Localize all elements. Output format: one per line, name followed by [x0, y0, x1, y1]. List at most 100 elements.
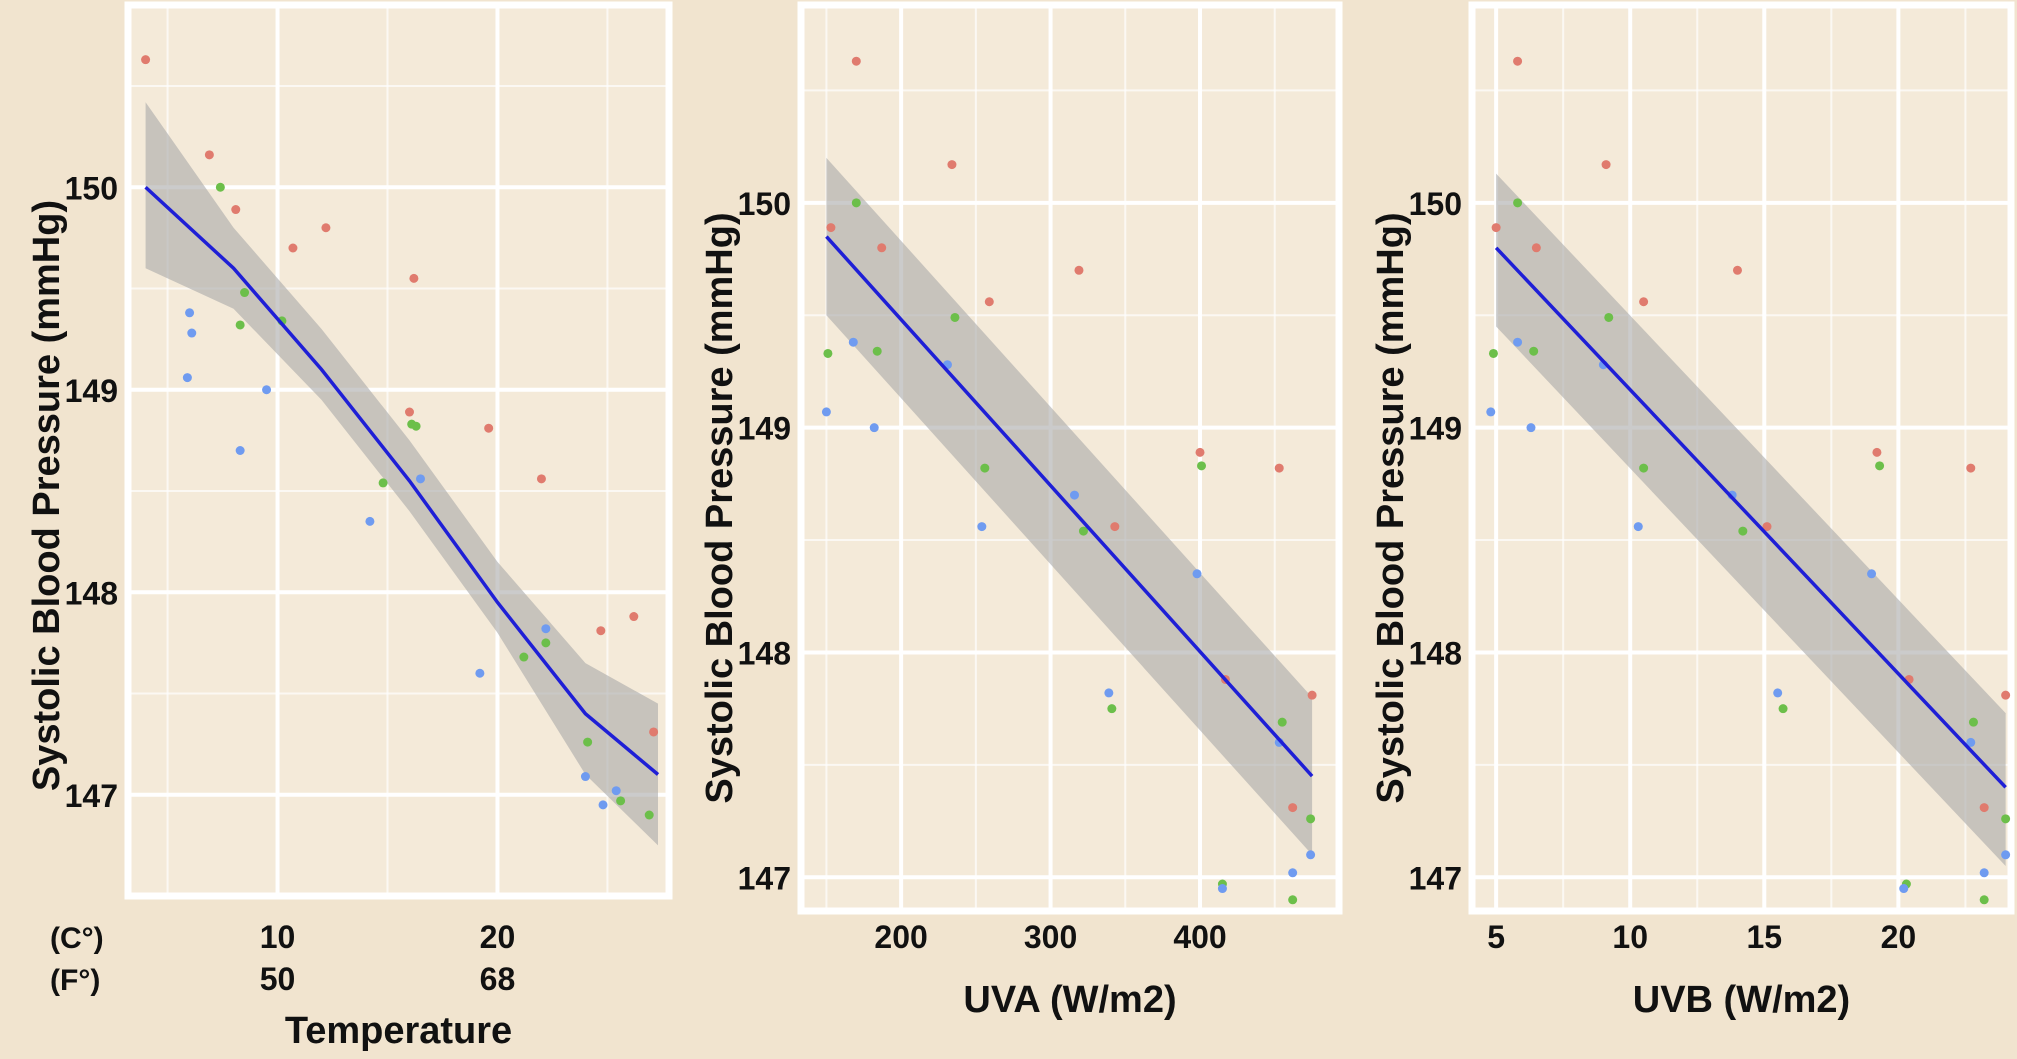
data-point	[1488, 348, 1498, 358]
data-point	[1529, 346, 1539, 356]
data-point	[984, 297, 994, 307]
data-point	[365, 516, 375, 526]
data-point	[1274, 463, 1284, 473]
y-tick-label: 149	[1409, 411, 1462, 447]
data-point	[611, 786, 621, 796]
data-point	[1513, 198, 1523, 208]
data-point	[851, 56, 861, 66]
data-point	[541, 624, 551, 634]
data-point	[1867, 569, 1877, 579]
data-point	[475, 668, 485, 678]
data-point	[231, 205, 241, 215]
data-point	[1773, 688, 1783, 698]
data-point	[823, 348, 833, 358]
data-point	[1872, 447, 1882, 457]
x-tick-label: 20	[1881, 919, 1917, 955]
data-point	[1217, 884, 1227, 894]
data-point	[1966, 737, 1976, 747]
data-point	[977, 522, 987, 532]
x-tick-label-secondary: 68	[480, 961, 516, 997]
y-axis-title: Systolic Blood Pressure (mmHg)	[26, 200, 68, 791]
x-axis-title: UVB (W/m2)	[1633, 979, 1850, 1021]
x-tick-label: 400	[1173, 919, 1226, 955]
data-point	[1195, 447, 1205, 457]
data-point	[1968, 717, 1978, 727]
data-point	[1288, 803, 1298, 813]
data-point	[1639, 297, 1649, 307]
y-axis-title: Systolic Blood Pressure (mmHg)	[699, 212, 741, 803]
data-point	[1633, 522, 1643, 532]
data-point	[1732, 265, 1742, 275]
data-point	[1899, 884, 1909, 894]
x-unit-label-celsius: (C°)	[50, 922, 104, 955]
data-point	[649, 727, 659, 737]
data-point	[851, 198, 861, 208]
data-point	[411, 421, 421, 431]
data-point	[644, 810, 654, 820]
x-tick-label: 15	[1746, 919, 1782, 955]
plot-border	[797, 1, 1343, 915]
data-point	[1288, 868, 1298, 878]
x-tick-label: 10	[1612, 919, 1648, 955]
chart-panel-1: 147 148 149 150 10 20 50 68 (C°) (F°) Temperature S…	[26, 1, 673, 1052]
fit-line	[1494, 246, 2007, 789]
data-point	[1513, 56, 1523, 66]
data-point	[1110, 522, 1120, 532]
data-point	[1639, 463, 1649, 473]
fit-line	[144, 185, 660, 776]
data-point	[1604, 312, 1614, 322]
data-point	[2001, 690, 2011, 700]
data-point	[1738, 526, 1748, 536]
data-point	[1192, 569, 1202, 579]
x-tick-label: 300	[1024, 919, 1077, 955]
data-point	[1107, 704, 1117, 714]
data-point	[1104, 688, 1114, 698]
data-point	[616, 796, 626, 806]
data-point	[235, 320, 245, 330]
x-axis-title: UVA (W/m2)	[963, 979, 1176, 1021]
data-point	[821, 407, 831, 417]
data-point	[1307, 690, 1317, 700]
data-point	[1306, 814, 1316, 824]
data-point	[1513, 337, 1523, 347]
data-point	[415, 474, 425, 484]
data-point	[1277, 717, 1287, 727]
data-point	[583, 737, 593, 747]
data-point	[1197, 461, 1207, 471]
data-point	[947, 160, 957, 170]
y-tick-label: 147	[738, 860, 791, 896]
x-tick-label-secondary: 50	[260, 961, 296, 997]
data-point	[1486, 407, 1496, 417]
data-point	[1078, 526, 1088, 536]
data-point	[321, 223, 331, 233]
data-point	[1778, 704, 1788, 714]
y-tick-label: 149	[65, 373, 118, 409]
y-tick-label: 147	[65, 778, 118, 814]
plot-border	[124, 1, 673, 900]
y-tick-label: 147	[1409, 860, 1462, 896]
data-point	[204, 150, 214, 160]
chart-panel-3: 147 148 149 150 5 10 15 20 UVB (W/m2) Systolic Bl…	[1370, 1, 2015, 1021]
fit-line	[825, 235, 1314, 778]
data-point	[580, 772, 590, 782]
chart-panel-2: 147 148 149 150 200 300 400 UVA (W/m2) Systolic …	[699, 1, 1343, 1021]
data-point	[262, 385, 272, 395]
y-tick-label: 149	[738, 411, 791, 447]
data-point	[950, 312, 960, 322]
data-point	[869, 423, 879, 433]
data-point	[185, 308, 195, 318]
data-point	[1306, 850, 1316, 860]
data-point	[235, 446, 245, 455]
data-point	[404, 407, 414, 417]
y-tick-label: 150	[1409, 186, 1462, 222]
data-point	[409, 273, 419, 283]
data-point	[1531, 243, 1541, 253]
y-axis-title: Systolic Blood Pressure (mmHg)	[1370, 212, 1412, 803]
data-point	[1526, 423, 1536, 433]
data-point	[1069, 490, 1079, 500]
data-point	[288, 243, 298, 253]
x-tick-label: 5	[1487, 919, 1505, 955]
y-tick-label: 148	[1409, 635, 1462, 671]
data-point	[536, 474, 546, 484]
